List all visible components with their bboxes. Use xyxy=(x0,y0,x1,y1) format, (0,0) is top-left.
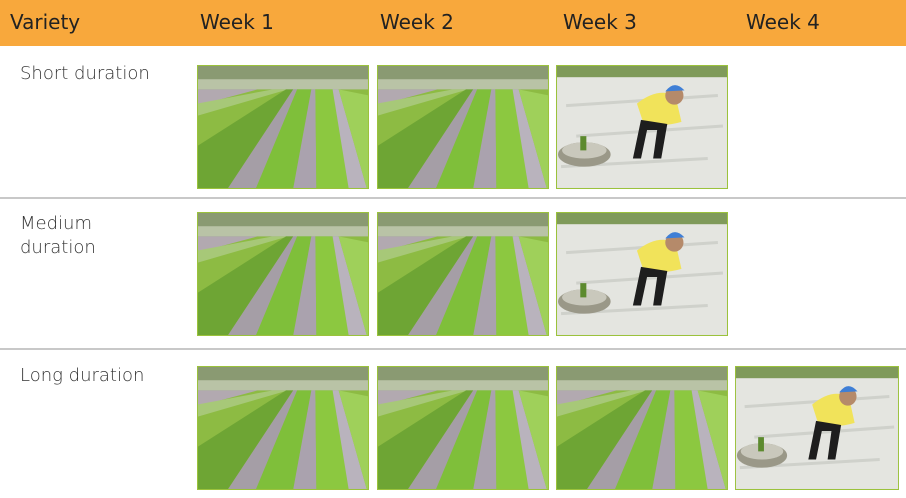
row-label: Medium duration xyxy=(20,213,96,258)
header-cell: Week 4 xyxy=(746,10,820,34)
seedbed-image xyxy=(197,212,369,336)
row-label: Long duration xyxy=(20,365,145,386)
seedbed-image xyxy=(556,366,728,490)
transplanting-image xyxy=(556,65,728,189)
header-cell: Week 1 xyxy=(200,10,274,34)
header-cell: Week 3 xyxy=(563,10,637,34)
row-separator xyxy=(0,197,906,199)
header-row: Variety Week 1 Week 2 Week 3 Week 4 xyxy=(0,0,906,46)
header-cell: Week 2 xyxy=(380,10,454,34)
transplanting-image xyxy=(735,366,899,490)
seedbed-image xyxy=(377,212,549,336)
header-cell: Variety xyxy=(10,10,81,34)
seedbed-image xyxy=(377,65,549,189)
row-separator xyxy=(0,348,906,350)
transplanting-image xyxy=(556,212,728,336)
seedbed-image xyxy=(197,366,369,490)
row-label: Short duration xyxy=(20,63,150,84)
seedbed-image xyxy=(377,366,549,490)
seedbed-image xyxy=(197,65,369,189)
